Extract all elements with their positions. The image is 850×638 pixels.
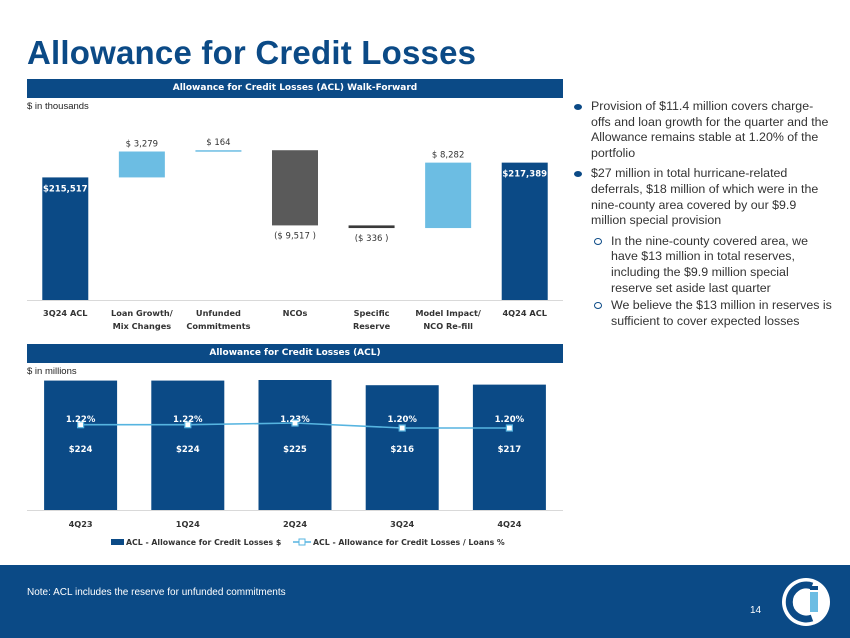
sub-bullet-reserves: In the nine-county covered area, we have… [572, 234, 832, 296]
acl-ratio-label: 1.23% [280, 415, 310, 425]
acl-bar [472, 384, 546, 510]
acl-ratio-marker [398, 424, 406, 432]
sub-bullet-text: We believe the $13 million in reserves i… [611, 298, 832, 328]
footnote: Note: ACL includes the reserve for unfun… [27, 587, 286, 598]
waterfall-bar [118, 151, 165, 178]
acl-ratio-label: 1.22% [173, 415, 203, 425]
sub-bullet-icon [594, 237, 602, 245]
acl-bar [258, 380, 332, 510]
waterfall-bar [42, 177, 89, 300]
waterfall-data-label: $ 164 [206, 138, 230, 148]
legend-line-marker [298, 538, 306, 546]
acl-bar [151, 380, 225, 510]
acl-unit-label: $ in millions [27, 366, 77, 377]
acl-category-label: 4Q23 [69, 519, 93, 529]
acl-bar [365, 385, 439, 510]
waterfall-data-label: $ 8,282 [432, 151, 464, 161]
commentary-bullets: Provision of $11.4 million covers charge… [572, 99, 832, 331]
company-logo-icon [782, 578, 830, 626]
acl-ratio-marker [76, 421, 85, 429]
waterfall-category-label: 3Q24 ACL [43, 308, 87, 318]
acl-category-label: 1Q24 [176, 519, 200, 529]
sub-bullet-text: In the nine-county covered area, we have… [611, 233, 808, 295]
acl-bar-value-label: $217 [498, 445, 522, 455]
bullet-text: $27 million in total hurricane-related d… [591, 166, 819, 228]
waterfall-chart-header: Allowance for Credit Losses (ACL) Walk-F… [27, 79, 563, 98]
waterfall-data-label: ($ 9,517 ) [274, 231, 316, 241]
waterfall-category-label: Unfunded Commitments [186, 308, 250, 331]
legend-bar-swatch [111, 539, 124, 545]
acl-ratio-label: 1.22% [66, 415, 96, 425]
acl-ratio-label: 1.20% [495, 415, 525, 425]
bullet-icon [574, 171, 582, 178]
waterfall-data-label: $217,389 [502, 170, 547, 180]
acl-chart: $224 4Q23 $224 1Q24 $225 2Q24 $216 3Q24 $217 4Q24… [27, 380, 563, 547]
bullet-icon [574, 104, 582, 110]
waterfall-data-label: $215,517 [43, 184, 88, 194]
waterfall-category-label: Model Impact/NCO Re-fill [415, 308, 481, 331]
acl-bar-value-label: $225 [283, 445, 307, 455]
acl-bar-value-label: $224 [69, 445, 93, 455]
footer-bar: Note: ACL includes the reserve for unfun… [0, 565, 850, 638]
acl-ratio-marker [505, 424, 513, 432]
acl-chart-header: Allowance for Credit Losses (ACL) [27, 344, 563, 363]
acl-category-label: 3Q24 [390, 519, 414, 529]
bullet-text: Provision of $11.4 million covers charge… [591, 99, 829, 160]
waterfall-bar [501, 162, 548, 300]
waterfall-bar [425, 162, 472, 229]
sub-bullet-icon [594, 302, 602, 310]
acl-ratio-label: 1.20% [387, 415, 417, 425]
acl-ratio-marker [184, 421, 192, 429]
waterfall-chart: $215,517 3Q24 ACL $ 3,279 Loan Growth/Mix C… [27, 138, 563, 331]
waterfall-data-label: $ 3,279 [126, 140, 158, 150]
waterfall-category-label: 4Q24 ACL [502, 308, 546, 318]
waterfall-data-label: ($ 336 ) [355, 234, 389, 244]
waterfall-bar [272, 150, 318, 226]
waterfall-category-label: Specific Reserve [353, 308, 391, 331]
waterfall-unit-label: $ in thousands [27, 101, 89, 112]
page-title: Allowance for Credit Losses [27, 34, 477, 71]
acl-ratio-marker [291, 419, 299, 427]
legend-line-label: ACL - Allowance for Credit Losses / Loan… [313, 538, 505, 547]
acl-category-label: 2Q24 [283, 519, 307, 529]
acl-bar-value-label: $224 [176, 445, 200, 455]
sub-bullet-sufficient: We believe the $13 million in reserves i… [572, 298, 832, 329]
acl-bar-value-label: $216 [390, 445, 414, 455]
acl-bar [44, 380, 118, 510]
bullet-hurricane: $27 million in total hurricane-related d… [572, 166, 832, 228]
bullet-provision: Provision of $11.4 million covers charge… [572, 99, 832, 161]
acl-category-label: 4Q24 [497, 519, 521, 529]
page-number: 14 [750, 605, 762, 616]
waterfall-category-label: NCOs [283, 308, 308, 318]
waterfall-bar [348, 225, 395, 229]
waterfall-category-label: Loan Growth/Mix Changes [111, 308, 173, 331]
waterfall-bar [195, 150, 242, 152]
legend-bar-label: ACL - Allowance for Credit Losses $ [126, 538, 281, 547]
